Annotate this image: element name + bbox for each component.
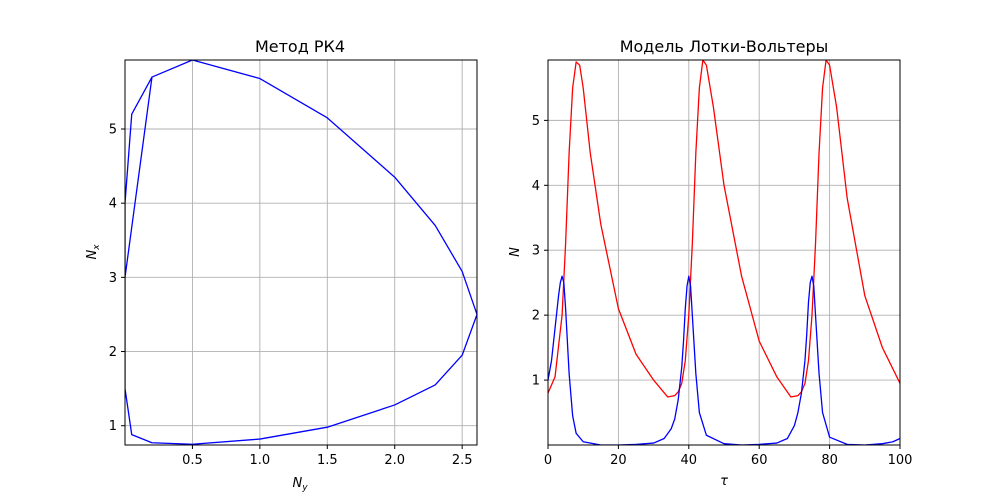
time-series-ticks: 0 20 40 60 80 100 1 2 3 4 5 bbox=[532, 114, 913, 468]
time-series-xlabel: τ bbox=[720, 474, 728, 489]
phase-portrait-ylabel-main: N bbox=[85, 250, 100, 260]
time-series-ytick-label: 4 bbox=[532, 179, 540, 194]
time-series-ytick-label: 1 bbox=[532, 374, 540, 389]
time-series-series-line-1 bbox=[548, 275, 900, 445]
time-series-ytick-label: 5 bbox=[532, 114, 540, 129]
phase-portrait-ytick-label: 3 bbox=[109, 271, 117, 286]
phase-portrait-xlabel: Ny bbox=[292, 476, 308, 493]
time-series-xtick-label: 100 bbox=[888, 453, 913, 468]
time-series-xtick-label: 80 bbox=[821, 453, 838, 468]
time-series-xtick-label: 0 bbox=[544, 453, 552, 468]
phase-portrait-xlabel-sub: y bbox=[301, 483, 308, 493]
time-series-series-line-0 bbox=[548, 60, 900, 398]
time-series-xtick-label: 20 bbox=[610, 453, 627, 468]
phase-portrait-ylabel-sub: x bbox=[92, 244, 102, 251]
phase-portrait-ticks: 0.5 1.0 1.5 2.0 2.5 1 2 3 4 5 bbox=[109, 122, 473, 468]
phase-portrait-xlabel-main: N bbox=[292, 476, 302, 491]
time-series-panel: Модель Лотки-Вольтеры 0 20 40 60 80 10012345 … bbox=[508, 37, 912, 489]
phase-portrait-xtick-label: 0.5 bbox=[182, 453, 203, 468]
time-series-xtick-label: 40 bbox=[681, 453, 698, 468]
phase-portrait-series-line-0 bbox=[125, 60, 477, 445]
phase-portrait-ytick-label: 2 bbox=[109, 345, 117, 360]
phase-portrait-xtick-label: 2.5 bbox=[452, 453, 473, 468]
time-series-ytick-label: 3 bbox=[532, 244, 540, 259]
phase-portrait-ytick-label: 5 bbox=[109, 122, 117, 137]
time-series-ylabel: N bbox=[508, 247, 523, 257]
time-series-frame bbox=[547, 59, 901, 446]
time-series-series bbox=[548, 60, 900, 445]
phase-portrait-series bbox=[125, 60, 477, 445]
phase-portrait-grid bbox=[125, 60, 477, 445]
time-series-ytick-label: 2 bbox=[532, 309, 540, 324]
phase-portrait-panel: Метод РК4 0.5 1.0 1.5 2.0 2.5 1 2 3 4 5 Ny Nx bbox=[85, 37, 478, 493]
phase-portrait-title: Метод РК4 bbox=[255, 37, 345, 56]
phase-portrait-ytick-label: 1 bbox=[109, 419, 117, 434]
phase-portrait-frame bbox=[124, 59, 478, 446]
phase-portrait-xtick-label: 1.0 bbox=[250, 453, 271, 468]
phase-portrait-xtick-label: 1.5 bbox=[317, 453, 338, 468]
time-series-xtick-label: 60 bbox=[751, 453, 768, 468]
phase-portrait-ylabel: Nx bbox=[85, 244, 102, 260]
time-series-title: Модель Лотки-Вольтеры bbox=[620, 37, 829, 56]
phase-portrait-ytick-label: 4 bbox=[109, 197, 117, 212]
phase-portrait-xtick-label: 2.0 bbox=[384, 453, 405, 468]
